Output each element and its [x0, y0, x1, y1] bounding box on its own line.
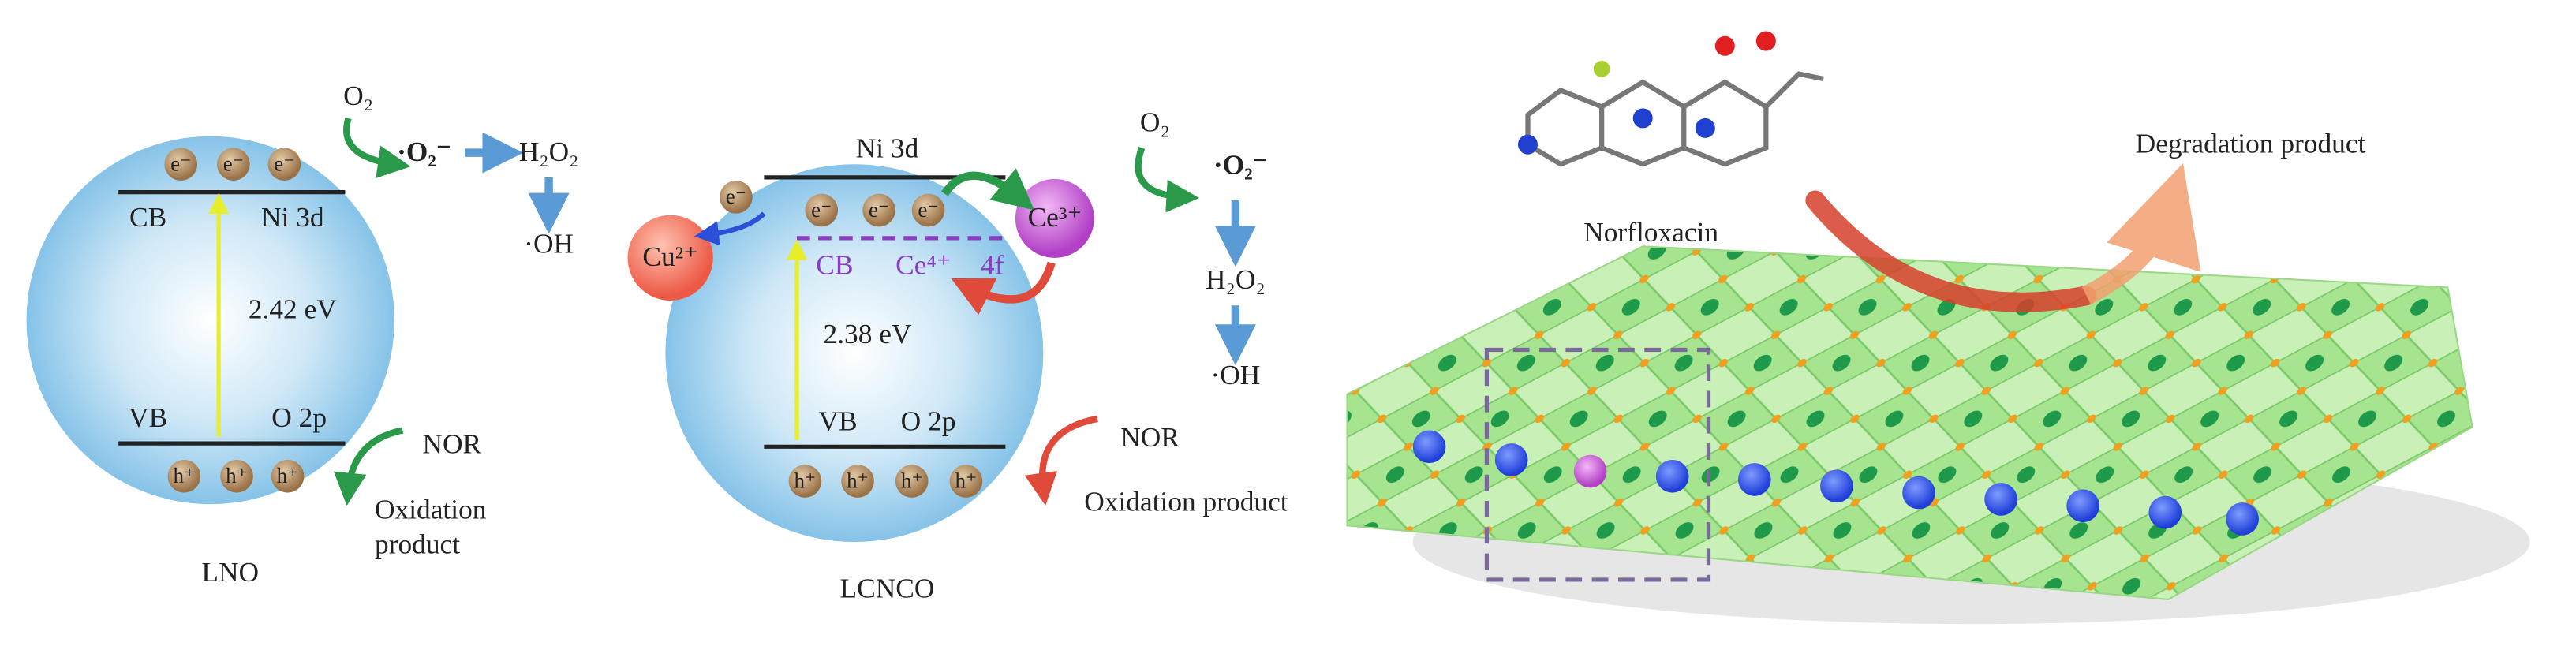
hole — [271, 459, 305, 493]
ce4-label: Ce⁴⁺ — [895, 248, 951, 280]
panel-label: LNO — [201, 556, 259, 588]
nor-label: NOR — [422, 428, 481, 459]
la-ion — [1902, 476, 1935, 510]
hole-label: h⁺ — [901, 469, 923, 492]
oxidation-arrow — [333, 427, 404, 506]
electron — [720, 181, 753, 214]
atom — [1695, 118, 1715, 138]
h2o2-label: H₂O₂ — [1206, 263, 1266, 295]
holes: h⁺ h⁺ h⁺ h⁺ — [788, 465, 983, 498]
norfloxacin-molecule — [1517, 31, 1824, 167]
reduction-arrow — [1135, 146, 1200, 213]
la-ion — [1655, 459, 1689, 493]
la-ion — [1737, 463, 1771, 496]
cb-label: CB — [816, 248, 853, 280]
perovskite-lattice — [1346, 245, 2473, 600]
band-sphere — [26, 136, 394, 505]
oxidation-arrow — [1024, 415, 1098, 506]
holes: h⁺ h⁺ h⁺ — [167, 459, 305, 493]
cb-label: CB — [129, 201, 166, 233]
hole — [167, 459, 201, 493]
hole — [895, 465, 929, 498]
la-ion — [1984, 483, 2017, 516]
hole-label: h⁺ — [794, 469, 816, 492]
product-label: Degradation product — [2136, 127, 2366, 159]
reduction-arrow — [343, 117, 411, 178]
la-ion — [2148, 495, 2182, 529]
hole-label: h⁺ — [955, 469, 978, 492]
atom — [1593, 61, 1610, 77]
oh-label: ·OH — [1210, 359, 1260, 390]
electron-label: e⁻ — [274, 151, 294, 175]
transfer-arrow — [941, 168, 1035, 211]
superoxide-label: ·O₂⁻ — [1213, 148, 1268, 180]
ce-ion — [1015, 178, 1094, 258]
hole-label: h⁺ — [847, 469, 869, 492]
hole — [949, 465, 983, 498]
superoxide-label: ·O₂⁻ — [397, 136, 451, 167]
transfer-arrow — [694, 211, 766, 246]
reaction-arrow — [2081, 162, 2201, 304]
la-ion — [1412, 430, 1446, 464]
hole-label: h⁺ — [173, 464, 195, 487]
ce3-label: Ce³⁺ — [1028, 201, 1082, 233]
electron — [164, 148, 198, 181]
electron-label: e⁻ — [811, 198, 832, 222]
electron — [911, 193, 945, 227]
cu-label: Cu²⁺ — [642, 241, 698, 272]
atom — [1755, 31, 1776, 51]
panel-label: LCNCO — [840, 573, 935, 604]
la-ion — [1820, 469, 1853, 503]
ce-ion — [1573, 454, 1607, 488]
electron-label: e⁻ — [170, 151, 191, 175]
vb-label: VB — [129, 401, 167, 433]
reaction-arrow — [1805, 190, 2096, 312]
electron — [862, 193, 895, 227]
la-ion — [2226, 502, 2259, 536]
h2o2-label: H₂O₂ — [519, 136, 579, 167]
oxidation-label: Oxidation — [375, 494, 487, 525]
vb-label: VB — [818, 405, 857, 436]
electron — [217, 148, 250, 181]
o2-label: O₂ — [1140, 106, 1170, 137]
electron — [267, 148, 301, 181]
o2-label: O₂ — [343, 80, 373, 111]
oxidation-label: Oxidation product — [1084, 485, 1288, 517]
unit-cell-box — [1484, 347, 1711, 582]
hole-label: h⁺ — [277, 464, 299, 487]
electron-label: e⁻ — [869, 198, 889, 222]
ni3d-label: Ni 3d — [261, 201, 324, 233]
transfer-arrow — [951, 261, 1056, 316]
oxidation-label: product — [375, 528, 460, 559]
la-ion — [1494, 443, 1528, 476]
hole — [220, 459, 253, 493]
hole — [841, 465, 874, 498]
molecule-label: Norfloxacin — [1583, 216, 1718, 248]
cu-ion — [627, 215, 713, 301]
o2p-label: O 2p — [271, 401, 327, 433]
bonds — [1525, 71, 1824, 167]
ni3d-label: Ni 3d — [856, 133, 919, 164]
4f-label: 4f — [981, 248, 1004, 280]
o2p-label: O 2p — [901, 405, 956, 436]
gap-label: 2.42 eV — [249, 293, 337, 325]
a-site-ions — [1412, 430, 2259, 536]
electron — [805, 193, 839, 227]
atom — [1632, 108, 1653, 129]
electrons: e⁻ e⁻ e⁻ e⁻ — [720, 181, 945, 227]
electrons: e⁻ e⁻ e⁻ — [164, 148, 301, 181]
hole-label: h⁺ — [226, 464, 248, 487]
atom — [1517, 134, 1538, 155]
oh-label: ·OH — [524, 227, 574, 259]
nor-label: NOR — [1120, 421, 1180, 453]
electron-label: e⁻ — [726, 185, 746, 208]
la-ion — [2066, 489, 2100, 523]
gap-label: 2.38 eV — [824, 318, 912, 349]
atom — [1714, 35, 1735, 56]
electron-label: e⁻ — [223, 151, 244, 175]
electron-label: e⁻ — [918, 198, 938, 222]
hole — [788, 465, 822, 498]
